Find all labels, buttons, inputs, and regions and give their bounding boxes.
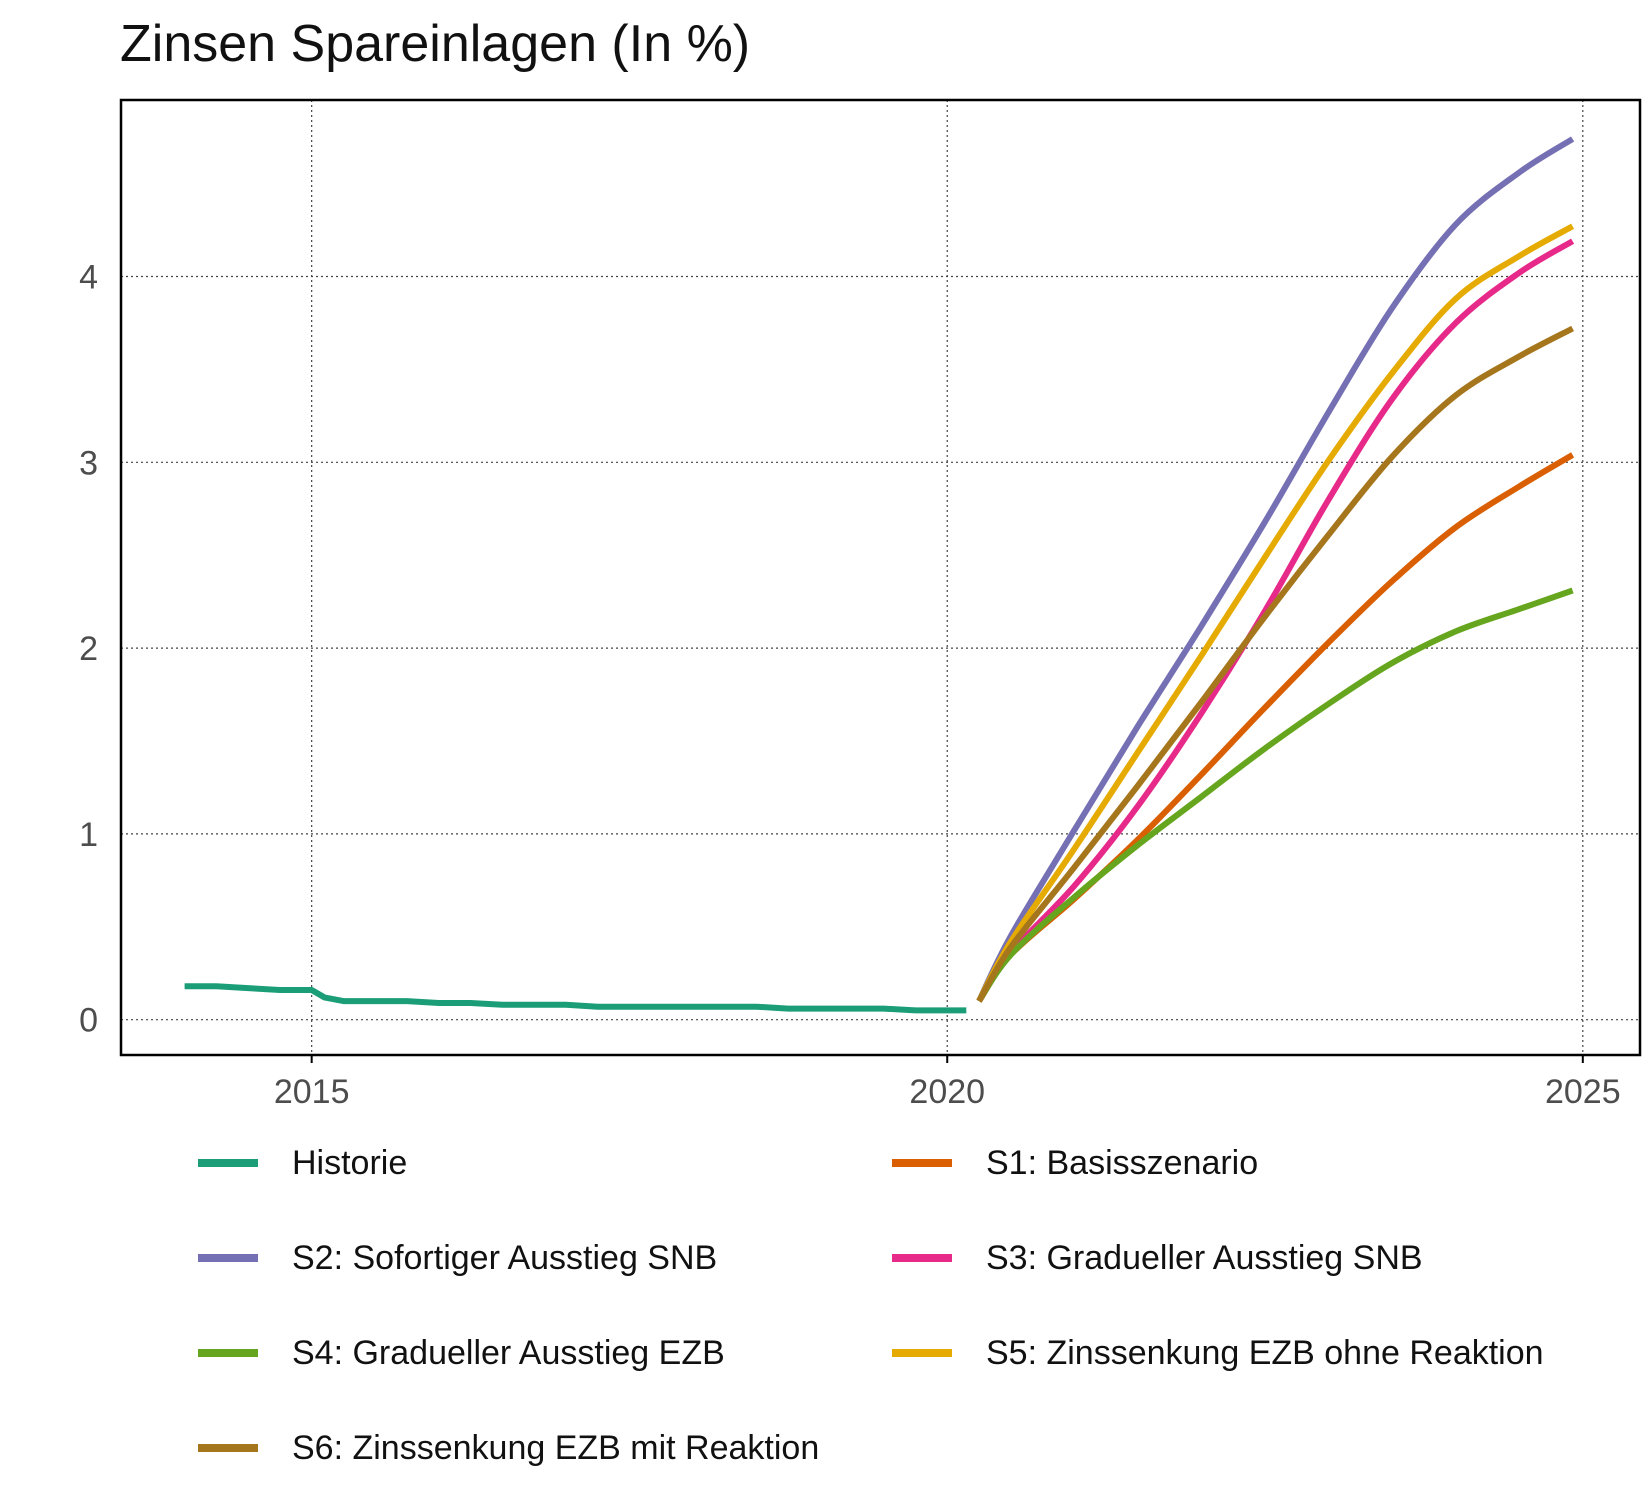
series-line-s3 xyxy=(976,238,1575,1003)
series-line-s2 xyxy=(976,136,1575,1003)
y-tick-label: 3 xyxy=(79,444,98,482)
x-tick-label: 2015 xyxy=(274,1073,350,1111)
plot-border xyxy=(119,98,1642,1057)
series-line-s4 xyxy=(976,587,1574,1003)
y-tick-label: 2 xyxy=(79,630,98,668)
y-tick-label: 0 xyxy=(79,1002,98,1040)
series-line-historie xyxy=(184,983,967,1014)
series-line-s6 xyxy=(976,325,1575,1003)
x-tick-label: 2025 xyxy=(1545,1073,1621,1111)
series-line-s5 xyxy=(976,223,1575,1003)
series-lines xyxy=(184,136,1575,1014)
chart-title: Zinsen Spareinlagen (In %) xyxy=(120,15,751,73)
y-tick-label: 1 xyxy=(79,816,98,854)
x-tick-label: 2020 xyxy=(909,1073,985,1111)
y-tick-label: 4 xyxy=(79,259,98,297)
axis-ticks: 0 1 2 3 4 2015 2020 2025 xyxy=(79,259,1621,1111)
grid-lines xyxy=(121,100,1640,1055)
